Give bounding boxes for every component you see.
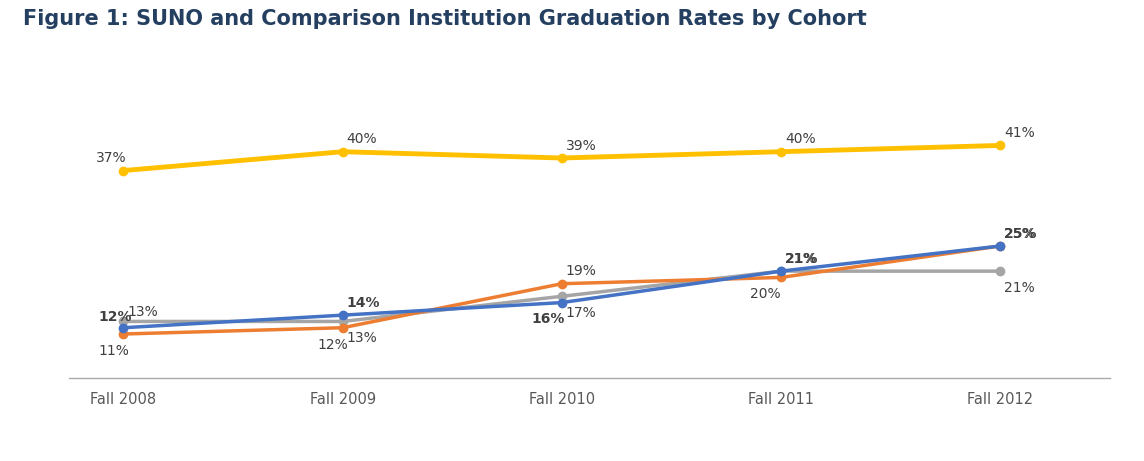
Text: 39%: 39% (566, 139, 597, 153)
Text: 11%: 11% (98, 344, 129, 358)
SUNO Peer Average (335, 149, 349, 154)
SUNO Pell Recipients (555, 294, 569, 299)
Text: 25%: 25% (1004, 227, 1038, 241)
Text: 41%: 41% (1004, 126, 1035, 140)
Text: 21%: 21% (785, 252, 816, 266)
Line: SUNO Peer Average: SUNO Peer Average (119, 141, 1004, 175)
SUNO Black or African American (117, 331, 130, 337)
SUNO Overall (335, 313, 349, 318)
SUNO Black or African American (555, 281, 569, 286)
SUNO Black or African American (993, 243, 1007, 249)
Text: 21%: 21% (785, 252, 819, 266)
Text: Figure 1: SUNO and Comparison Institution Graduation Rates by Cohort: Figure 1: SUNO and Comparison Institutio… (23, 9, 867, 29)
Line: SUNO Overall: SUNO Overall (119, 242, 1004, 332)
SUNO Peer Average (117, 168, 130, 173)
SUNO Peer Average (774, 149, 788, 154)
Text: 16%: 16% (531, 313, 565, 326)
SUNO Overall (993, 243, 1007, 249)
Text: 25%: 25% (1004, 227, 1035, 241)
Line: SUNO Black or African American: SUNO Black or African American (119, 242, 1004, 338)
Text: 14%: 14% (347, 296, 380, 310)
SUNO Overall (117, 325, 130, 331)
Text: 13%: 13% (128, 305, 158, 319)
SUNO Black or African American (774, 275, 788, 280)
SUNO Overall (555, 300, 569, 305)
Text: 37%: 37% (96, 151, 126, 165)
Text: 19%: 19% (566, 265, 597, 278)
SUNO Peer Average (993, 142, 1007, 148)
Text: 12%: 12% (98, 310, 132, 324)
Text: 13%: 13% (347, 331, 378, 345)
Line: SUNO Pell Recipients: SUNO Pell Recipients (119, 267, 1004, 325)
SUNO Pell Recipients (117, 319, 130, 324)
Text: 12%: 12% (318, 337, 348, 352)
SUNO Black or African American (335, 325, 349, 331)
Text: 20%: 20% (750, 287, 781, 301)
Text: 21%: 21% (1004, 281, 1035, 295)
SUNO Pell Recipients (774, 268, 788, 274)
Text: 17%: 17% (566, 306, 597, 320)
SUNO Overall (774, 268, 788, 274)
Text: 40%: 40% (785, 132, 816, 147)
SUNO Pell Recipients (335, 319, 349, 324)
SUNO Pell Recipients (993, 268, 1007, 274)
Text: 40%: 40% (347, 132, 378, 147)
SUNO Peer Average (555, 155, 569, 161)
